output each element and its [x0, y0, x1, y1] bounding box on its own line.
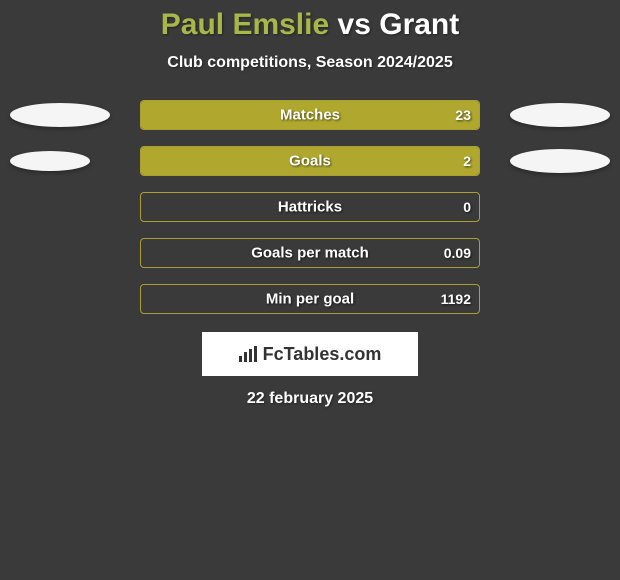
ellipse-right	[510, 149, 610, 173]
stat-value-right: 1192	[441, 291, 471, 307]
player2-name: Grant	[379, 8, 459, 41]
stat-value-right: 23	[455, 107, 471, 123]
bar-track: Min per goal1192	[140, 284, 480, 314]
stat-label: Min per goal	[141, 291, 479, 308]
stat-value-right: 0	[463, 199, 471, 215]
stat-label: Hattricks	[141, 199, 479, 216]
ellipse-right	[510, 103, 610, 127]
stat-label: Goals	[141, 153, 479, 170]
logo-text: FcTables.com	[263, 344, 382, 365]
subtitle: Club competitions, Season 2024/2025	[0, 54, 620, 72]
bar-track: Goals2	[140, 146, 480, 176]
comparison-card: Paul Emslie vs Grant Club competitions, …	[0, 0, 620, 408]
stat-row: Goals2	[0, 146, 620, 176]
page-title: Paul Emslie vs Grant	[0, 8, 620, 42]
stat-label: Goals per match	[141, 245, 479, 262]
ellipse-left	[10, 103, 110, 127]
stat-row: Goals per match0.09	[0, 238, 620, 268]
player1-name: Paul Emslie	[161, 8, 329, 41]
bar-track: Matches23	[140, 100, 480, 130]
stat-value-right: 2	[463, 153, 471, 169]
stat-value-right: 0.09	[444, 245, 471, 261]
bar-chart-icon	[239, 346, 259, 362]
stat-row: Matches23	[0, 100, 620, 130]
stat-rows: Matches23 Goals2 Hattricks0 Goals per match…	[0, 100, 620, 314]
fctables-logo[interactable]: FcTables.com	[202, 332, 418, 376]
stat-label: Matches	[141, 107, 479, 124]
bar-track: Hattricks0	[140, 192, 480, 222]
stat-row: Min per goal1192	[0, 284, 620, 314]
stat-row: Hattricks0	[0, 192, 620, 222]
ellipse-left	[10, 151, 90, 171]
vs-text: vs	[338, 8, 371, 41]
date-text: 22 february 2025	[0, 390, 620, 408]
bar-track: Goals per match0.09	[140, 238, 480, 268]
